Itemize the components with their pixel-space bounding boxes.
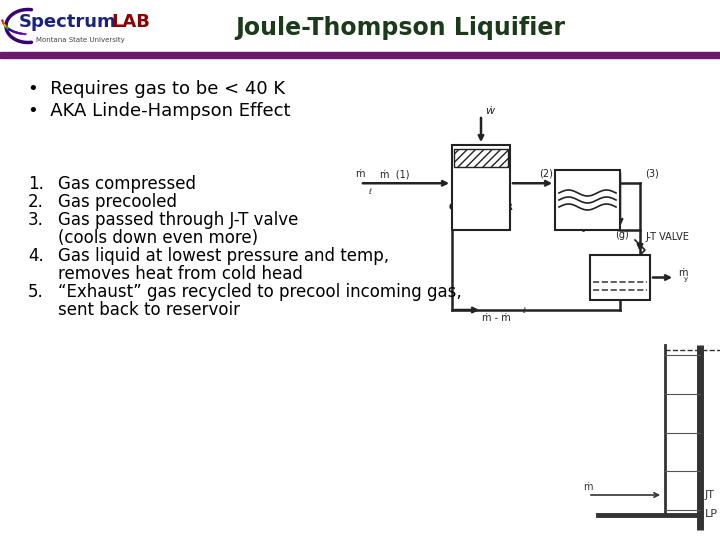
Text: (1): (1) [475,215,487,225]
Text: “Exhaust” gas recycled to precool incoming gas,: “Exhaust” gas recycled to precool incomi… [58,283,462,301]
Text: HEAT: HEAT [575,206,600,214]
Text: Spectrum: Spectrum [19,13,117,31]
Text: ṁ: ṁ [356,169,365,179]
Text: LAB: LAB [111,13,150,31]
Text: ṁ  (1): ṁ (1) [380,169,410,179]
Text: 5.: 5. [28,283,44,301]
Text: 1.: 1. [28,175,44,193]
Text: •  Requires gas to be < 40 K: • Requires gas to be < 40 K [28,80,285,98]
Text: (g): (g) [615,230,629,240]
Text: (cools down even more): (cools down even more) [58,229,258,247]
Text: Montana State University: Montana State University [35,37,125,43]
Text: y: y [684,276,688,282]
Text: ṁ: ṁ [678,268,688,279]
Bar [452,145,510,230]
Bar [590,255,650,300]
Text: 2.: 2. [28,193,44,211]
Text: COMPRESSOR: COMPRESSOR [449,204,513,213]
Text: 3.: 3. [28,211,44,229]
Text: Gas precooled: Gas precooled [58,193,177,211]
Text: Joule-Thompson Liquifier: Joule-Thompson Liquifier [235,16,565,40]
Bar [0,0,720,56]
Text: ℓ: ℓ [368,189,371,195]
Text: (4): (4) [613,267,627,278]
Text: •  AKA Linde-Hampson Effect: • AKA Linde-Hampson Effect [28,102,290,120]
Text: (2): (2) [539,168,553,178]
Text: Gas liquid at lowest pressure and temp,: Gas liquid at lowest pressure and temp, [58,247,389,265]
Text: Gas passed through J-T valve: Gas passed through J-T valve [58,211,298,229]
Text: 4.: 4. [28,247,44,265]
Text: ṁ - ṁ: ṁ - ṁ [482,313,510,323]
Text: ℓ: ℓ [522,308,525,314]
Text: removes heat from cold head: removes heat from cold head [58,265,303,283]
Text: ẇ: ẇ [485,106,494,116]
Text: ṁ: ṁ [583,482,593,492]
Text: EXCHANGER: EXCHANGER [559,215,616,225]
Text: Gas compressed: Gas compressed [58,175,196,193]
Text: LP: LP [705,509,718,519]
Text: (3): (3) [645,168,659,178]
Bar [454,149,508,167]
Bar [555,170,620,230]
Text: J-T VALVE: J-T VALVE [645,232,689,242]
Bar [0,52,720,58]
Text: sent back to reservoir: sent back to reservoir [58,301,240,319]
Text: JT: JT [705,490,715,500]
